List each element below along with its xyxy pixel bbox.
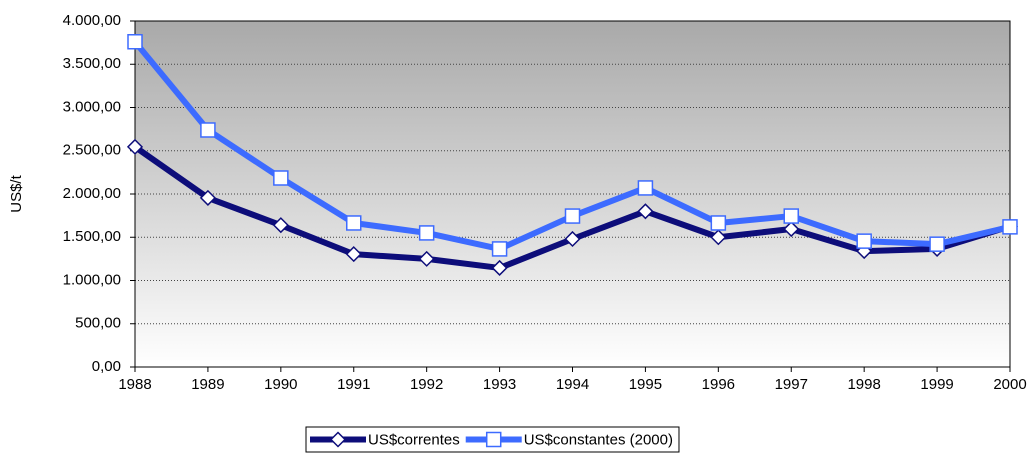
point <box>491 259 508 277</box>
point <box>564 208 581 224</box>
point <box>929 236 945 252</box>
x-tick-label: 1997 <box>775 376 808 393</box>
x-tick-label: 1989 <box>191 376 224 393</box>
x-tick-label: 1996 <box>702 376 735 393</box>
legend-marker <box>485 431 502 448</box>
point <box>710 215 727 231</box>
point <box>710 229 727 246</box>
point <box>199 189 216 206</box>
plot-area <box>135 21 1010 367</box>
legend-label: US$correntes <box>368 431 460 448</box>
point <box>637 180 654 196</box>
point <box>418 225 435 241</box>
x-tick-label: 1991 <box>337 376 370 393</box>
point <box>126 138 144 155</box>
point <box>783 208 799 224</box>
point <box>127 34 143 50</box>
y-tick-label: 3.000,00 <box>63 98 121 115</box>
y-tick-label: 1.500,00 <box>63 228 121 245</box>
x-tick-label: 1988 <box>118 376 151 393</box>
point <box>783 220 800 238</box>
point <box>491 241 508 257</box>
x-tick-label: 1992 <box>410 376 443 393</box>
x-tick-label: 1995 <box>629 376 662 393</box>
point <box>1002 219 1018 235</box>
legend-label: US$constantes (2000) <box>524 431 673 448</box>
x-tick-label: 1990 <box>264 376 297 393</box>
y-tick-label: 500,00 <box>75 315 121 332</box>
x-tick-label: 1998 <box>847 376 880 393</box>
legend-marker <box>329 431 347 448</box>
y-tick-label: 1.000,00 <box>63 271 121 288</box>
point <box>346 215 362 231</box>
x-tick-label: 1994 <box>556 376 589 393</box>
y-tick-label: 4.000,00 <box>63 12 121 29</box>
x-tick-label: 1999 <box>920 376 953 393</box>
legend: US$correntes US$constantes (2000) <box>305 426 680 453</box>
point <box>200 122 216 138</box>
point <box>418 250 435 267</box>
y-axis-label: US$/t <box>8 174 25 212</box>
x-tick-label: 2000 <box>993 376 1026 393</box>
point <box>856 233 872 249</box>
y-tick-label: 2.000,00 <box>63 185 121 202</box>
y-tick-label: 3.500,00 <box>63 55 121 72</box>
y-tick-label: 0,00 <box>92 358 121 375</box>
x-tick-label: 1993 <box>483 376 516 393</box>
point <box>637 203 654 220</box>
y-tick-label: 2.500,00 <box>63 142 121 159</box>
point <box>345 246 362 263</box>
point <box>272 217 289 234</box>
point <box>273 170 289 186</box>
point <box>564 230 581 248</box>
